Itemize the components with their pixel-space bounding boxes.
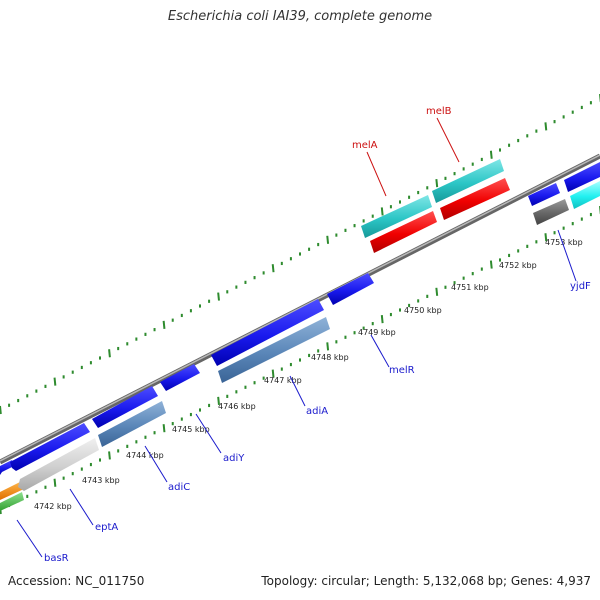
gene-label-eptA[interactable]: eptA	[95, 522, 118, 533]
ruler-label: 4747 kbp	[264, 376, 302, 385]
gene-label-adiY[interactable]: adiY	[223, 453, 245, 464]
major-tick	[217, 396, 220, 406]
gene-label-yjdF[interactable]: yjdF	[570, 281, 591, 292]
gene-label-melA[interactable]: melA	[352, 140, 378, 151]
map-title: Escherichia coli IAI39, complete genome	[167, 9, 433, 24]
ruler-label: 4746 kbp	[218, 402, 256, 411]
gene-feature[interactable]	[0, 481, 24, 500]
gene-label-melB[interactable]: melB	[426, 106, 452, 117]
gene-leader-line	[436, 117, 460, 163]
major-tick	[108, 451, 111, 460]
gene-feature[interactable]	[92, 386, 158, 428]
forward-strand-features	[0, 159, 600, 475]
ruler-label: 4751 kbp	[451, 283, 489, 292]
major-tick	[108, 349, 111, 358]
ruler-label: 4753 kbp	[545, 238, 583, 247]
major-tick	[544, 233, 548, 242]
gene-feature[interactable]	[211, 299, 324, 366]
major-tick	[544, 122, 548, 131]
ruler-label: 4750 kbp	[404, 306, 442, 315]
major-tick	[489, 260, 493, 269]
gene-feature-melB[interactable]	[432, 159, 504, 203]
major-tick	[271, 369, 275, 378]
ruler-label: 4749 kbp	[358, 328, 396, 337]
major-tick	[271, 264, 275, 273]
genome-backbone-highlight	[0, 154, 600, 462]
gene-leader-line	[144, 445, 168, 483]
ruler-label: 4742 kbp	[34, 502, 72, 511]
gene-leader-line	[69, 488, 94, 526]
ruler-label: 4752 kbp	[499, 261, 537, 270]
gene-leader-line	[16, 519, 43, 558]
gene-leader-line	[366, 151, 387, 197]
gene-label-adiA[interactable]: adiA	[306, 406, 328, 417]
major-tick	[0, 405, 2, 415]
gene-feature-eptA[interactable]	[18, 438, 99, 491]
ruler-labels: 4742 kbp 4743 kbp 4744 kbp 4745 kbp 4746 kbp…	[34, 238, 583, 511]
gene-feature-yjdF[interactable]	[533, 199, 569, 225]
gene-feature[interactable]	[327, 273, 374, 305]
major-tick	[435, 178, 439, 188]
ruler-label: 4745 kbp	[172, 425, 210, 434]
gene-feature[interactable]	[564, 162, 600, 192]
gene-leader-line	[370, 334, 390, 368]
major-tick	[217, 292, 220, 301]
gene-feature-adiA[interactable]	[218, 317, 330, 383]
gene-leader-line	[289, 375, 306, 407]
gene-feature-melA[interactable]	[361, 195, 432, 238]
gene-feature-adiC[interactable]	[98, 401, 166, 447]
tick-track-inner	[0, 206, 600, 515]
topology-label: Topology: circular; Length: 5,132,068 bp…	[261, 574, 591, 588]
major-tick	[380, 207, 384, 216]
gene-leader-line	[557, 229, 577, 282]
gene-label-adiC[interactable]: adiC	[168, 482, 190, 493]
gene-feature-melA-reverse[interactable]	[370, 211, 437, 253]
gene-leader-line	[195, 413, 222, 454]
gene-feature[interactable]	[160, 364, 200, 391]
major-tick	[489, 150, 493, 159]
accession-label: Accession: NC_011750	[8, 574, 145, 588]
gene-feature[interactable]	[10, 423, 90, 471]
gene-feature[interactable]	[528, 183, 560, 206]
major-tick	[53, 478, 57, 487]
major-tick	[326, 342, 330, 351]
reverse-strand-features	[0, 178, 600, 511]
major-tick	[162, 424, 166, 433]
major-tick	[380, 314, 384, 324]
major-tick	[53, 377, 57, 386]
ruler-label: 4748 kbp	[311, 353, 349, 362]
tick-track-outer	[0, 94, 600, 415]
ruler-label: 4743 kbp	[82, 476, 120, 485]
gene-label-basR[interactable]: basR	[44, 553, 69, 564]
major-tick	[162, 320, 166, 330]
major-tick	[326, 235, 330, 244]
gene-labels: basR eptA adiC adiY adiA melR melA melB yjdF	[16, 106, 591, 564]
ruler-label: 4744 kbp	[126, 451, 164, 460]
major-tick	[435, 287, 439, 296]
gene-feature[interactable]	[0, 460, 14, 475]
gene-label-melR[interactable]: melR	[389, 365, 415, 376]
gene-feature[interactable]	[570, 181, 600, 209]
gene-feature[interactable]	[0, 492, 24, 511]
gene-feature-melB-reverse[interactable]	[440, 178, 510, 220]
